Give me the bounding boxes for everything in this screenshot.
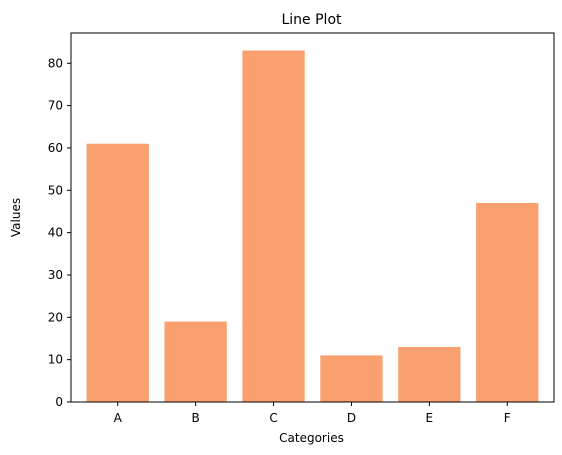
y-tick-label: 50 [48,183,63,197]
y-tick-label: 0 [55,395,63,409]
x-tick-label: E [426,411,434,425]
chart-title: Line Plot [281,12,342,28]
x-tick-label: F [504,411,511,425]
y-tick-label: 60 [48,141,63,155]
bar-A [86,143,149,402]
bar-C [242,50,305,402]
y-axis-ticks: 0 10 20 30 40 50 60 70 80 [48,56,71,409]
bar-E [398,346,461,402]
x-tick-label: D [347,411,356,425]
bar-B [164,321,227,402]
x-axis-ticks: A B C D E F [114,402,511,425]
x-tick-label: A [114,411,123,425]
y-tick-label: 10 [48,353,63,367]
x-tick-label: C [269,411,277,425]
y-tick-label: 40 [48,226,63,240]
y-tick-label: 30 [48,268,63,282]
bar-F [476,202,539,402]
bars-group [86,50,539,402]
axes-frame [70,32,555,403]
y-tick-label: 80 [48,56,63,70]
y-axis-label: Values [9,198,23,237]
bar-D [320,355,383,402]
x-axis-label: Categories [279,431,344,445]
y-tick-label: 20 [48,310,63,324]
y-tick-label: 70 [48,99,63,113]
x-tick-label: B [192,411,200,425]
